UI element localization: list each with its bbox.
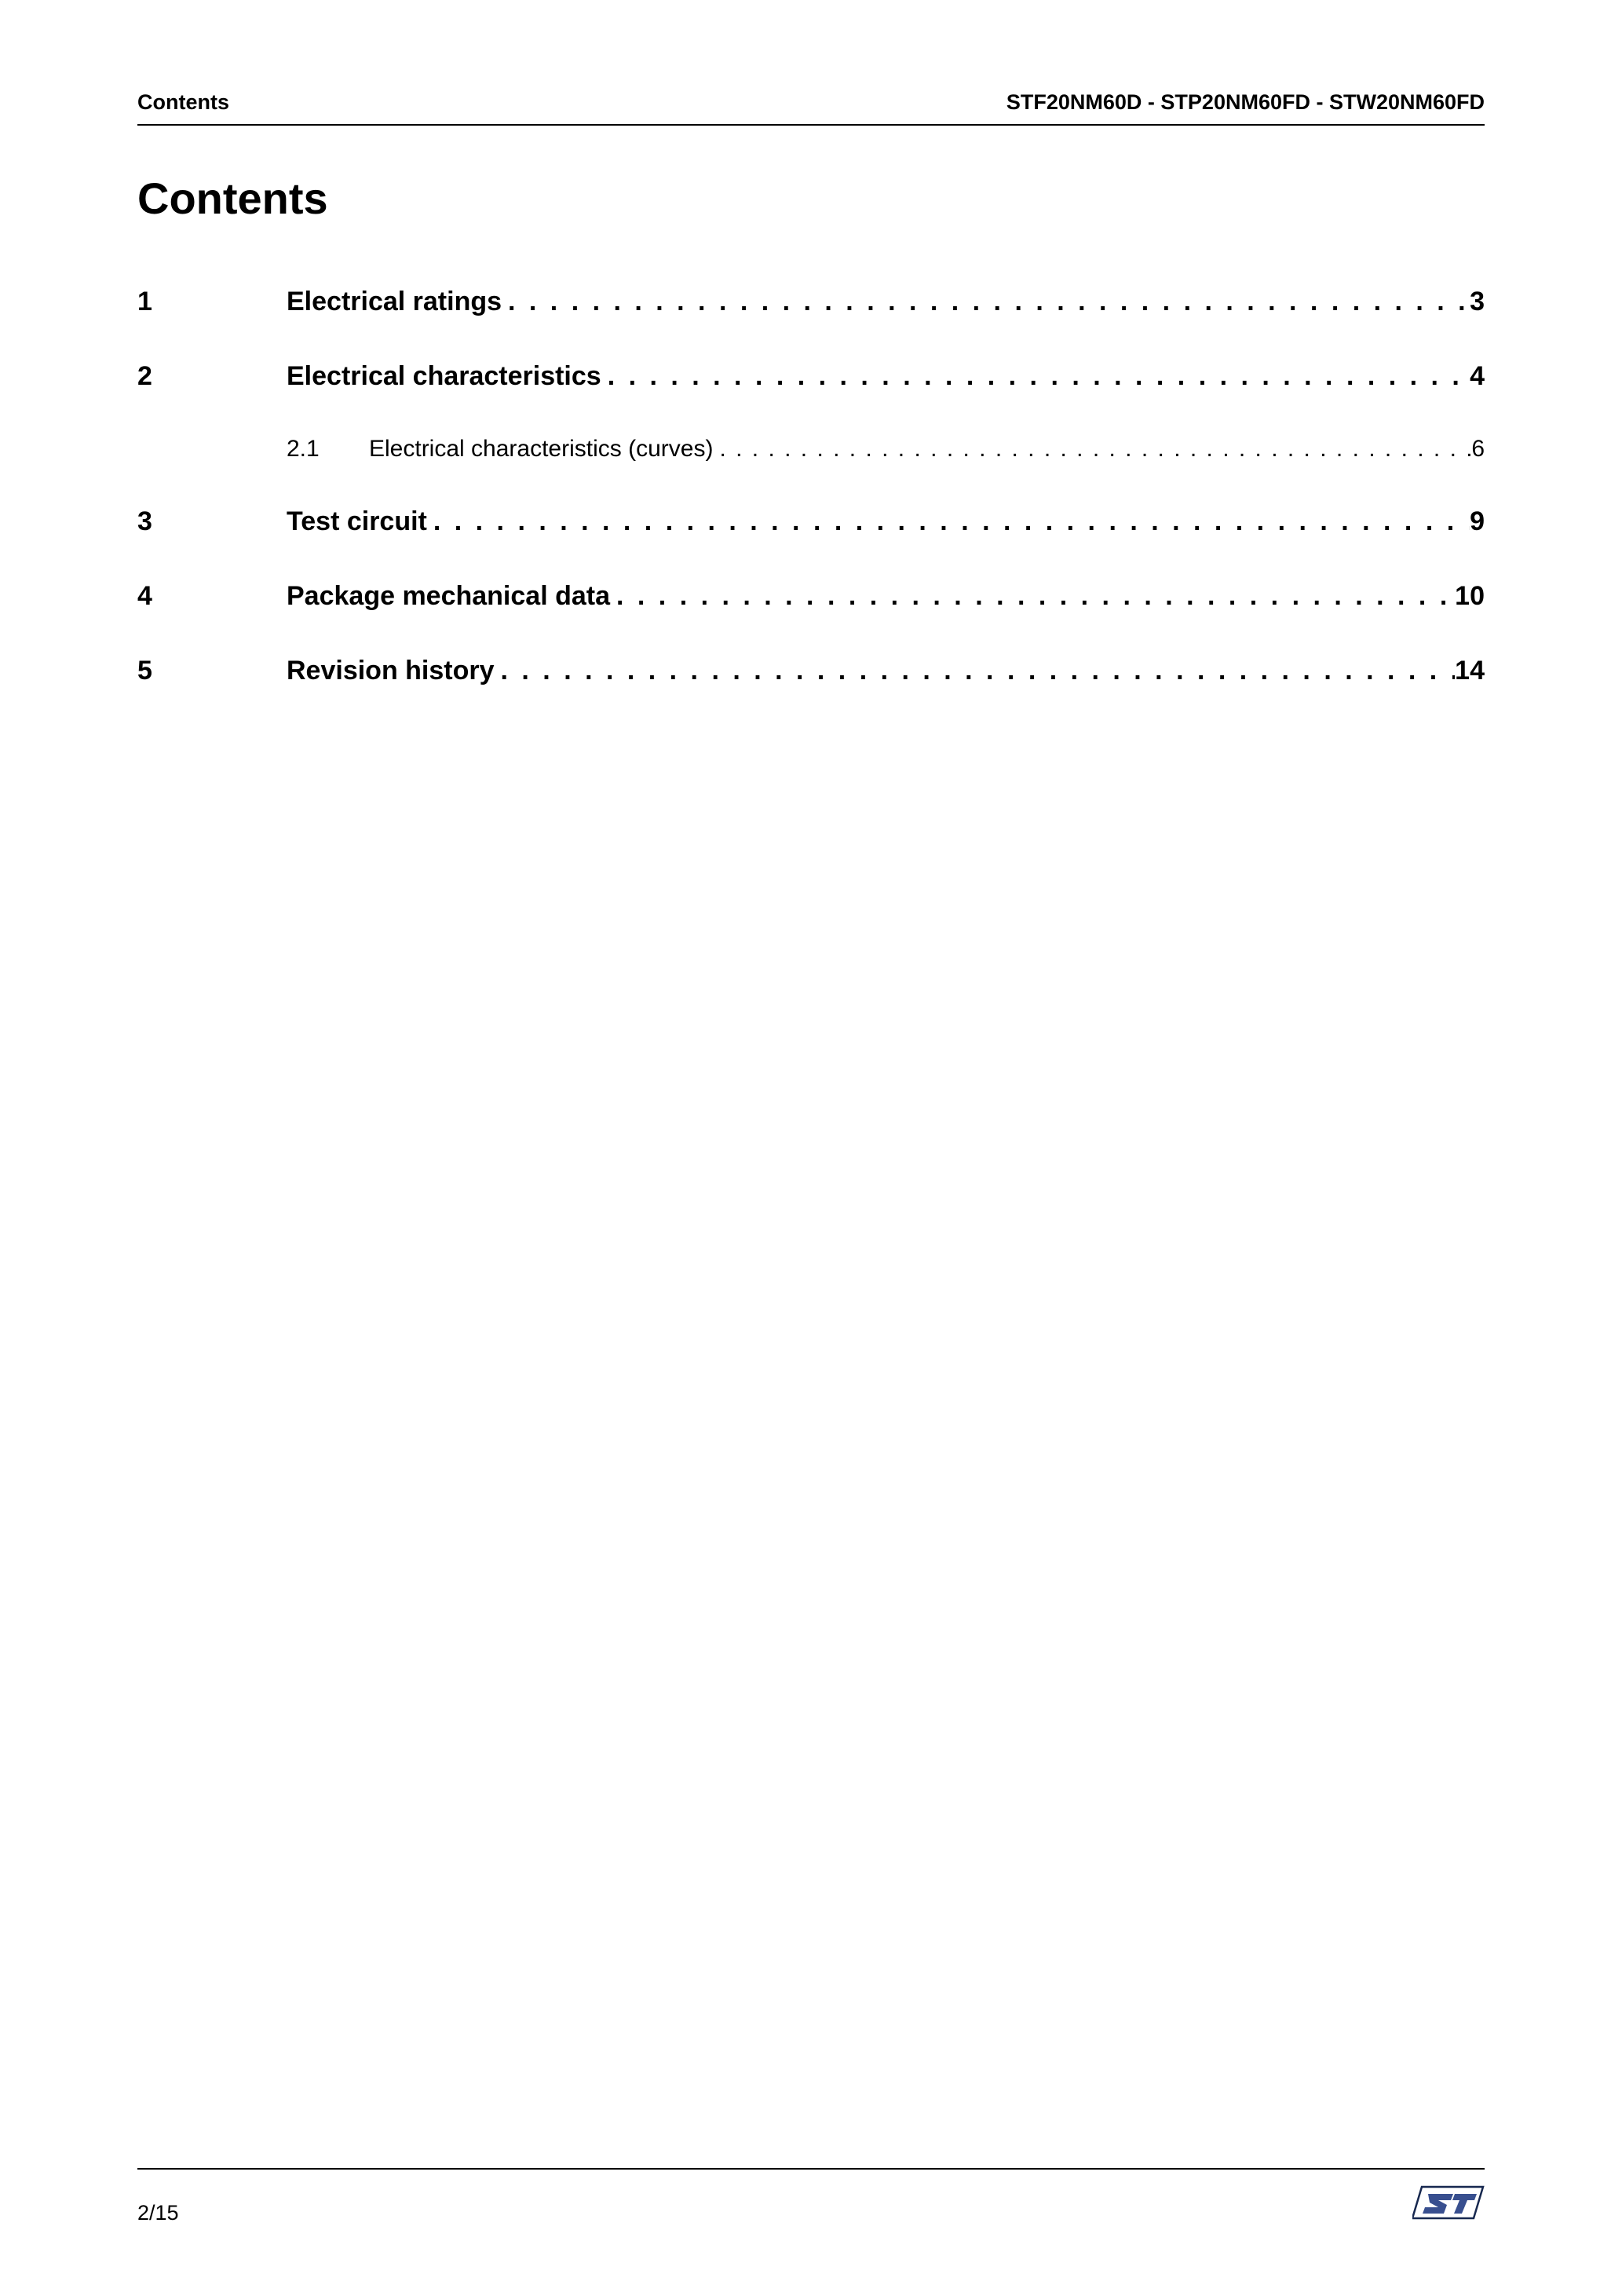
footer-page-number: 2/15 bbox=[137, 2201, 179, 2225]
toc-item-leader-dots: . . . . . . . . . . . . . . . . . . . . … bbox=[427, 506, 1470, 537]
toc-item-text-wrapper: Test circuit . . . . . . . . . . . . . .… bbox=[287, 506, 1485, 537]
toc-item-page: 9 bbox=[1470, 506, 1485, 537]
toc-sub-item-number: 2.1 bbox=[287, 436, 369, 462]
toc-item: 4Package mechanical data . . . . . . . .… bbox=[137, 581, 1485, 612]
toc-item: 5Revision history . . . . . . . . . . . … bbox=[137, 656, 1485, 686]
toc-item-text: Revision history bbox=[287, 656, 495, 686]
st-logo bbox=[1412, 2184, 1485, 2225]
toc-item-number: 3 bbox=[137, 506, 287, 537]
toc-item-leader-dots: . . . . . . . . . . . . . . . . . . . . … bbox=[495, 656, 1456, 686]
toc-item: 3Test circuit . . . . . . . . . . . . . … bbox=[137, 506, 1485, 537]
toc-item: 1Electrical ratings . . . . . . . . . . … bbox=[137, 287, 1485, 317]
header-section-label: Contents bbox=[137, 90, 229, 115]
toc-item-number: 2 bbox=[137, 361, 287, 392]
header-document-title: STF20NM60D - STP20NM60FD - STW20NM60FD bbox=[1006, 90, 1485, 115]
page-header: Contents STF20NM60D - STP20NM60FD - STW2… bbox=[137, 90, 1485, 126]
toc-sub-item-text: Electrical characteristics (curves) bbox=[369, 436, 713, 462]
toc-item-text-wrapper: Electrical characteristics . . . . . . .… bbox=[287, 361, 1485, 392]
toc-sub-item: 2.1Electrical characteristics (curves) .… bbox=[137, 436, 1485, 462]
toc-sub-item-leader-dots: . . . . . . . . . . . . . . . . . . . . … bbox=[713, 436, 1471, 462]
toc-item-text-wrapper: Revision history . . . . . . . . . . . .… bbox=[287, 656, 1485, 686]
toc-sub-item-page: 6 bbox=[1471, 436, 1485, 462]
toc-item-leader-dots: . . . . . . . . . . . . . . . . . . . . … bbox=[502, 287, 1470, 317]
toc-item-page: 14 bbox=[1455, 656, 1485, 686]
toc-sub-item-text-wrapper: Electrical characteristics (curves) . . … bbox=[369, 436, 1485, 462]
toc-item-number: 1 bbox=[137, 287, 287, 317]
toc-item-text: Test circuit bbox=[287, 506, 427, 537]
toc-item-page: 10 bbox=[1455, 581, 1485, 612]
toc-item-number: 4 bbox=[137, 581, 287, 612]
toc-item-page: 4 bbox=[1470, 361, 1485, 392]
toc-item-leader-dots: . . . . . . . . . . . . . . . . . . . . … bbox=[610, 581, 1455, 612]
toc-item-text: Package mechanical data bbox=[287, 581, 610, 612]
toc-item: 2Electrical characteristics . . . . . . … bbox=[137, 361, 1485, 392]
toc-item-leader-dots: . . . . . . . . . . . . . . . . . . . . … bbox=[601, 361, 1470, 392]
toc-item-page: 3 bbox=[1470, 287, 1485, 317]
table-of-contents: 1Electrical ratings . . . . . . . . . . … bbox=[137, 287, 1485, 686]
toc-item-text: Electrical characteristics bbox=[287, 361, 601, 392]
st-logo-icon bbox=[1412, 2184, 1485, 2221]
toc-item-number: 5 bbox=[137, 656, 287, 686]
page-title: Contents bbox=[137, 173, 1485, 224]
page-footer: 2/15 bbox=[137, 2168, 1485, 2225]
toc-item-text: Electrical ratings bbox=[287, 287, 502, 317]
toc-item-text-wrapper: Package mechanical data . . . . . . . . … bbox=[287, 581, 1485, 612]
toc-item-text-wrapper: Electrical ratings . . . . . . . . . . .… bbox=[287, 287, 1485, 317]
